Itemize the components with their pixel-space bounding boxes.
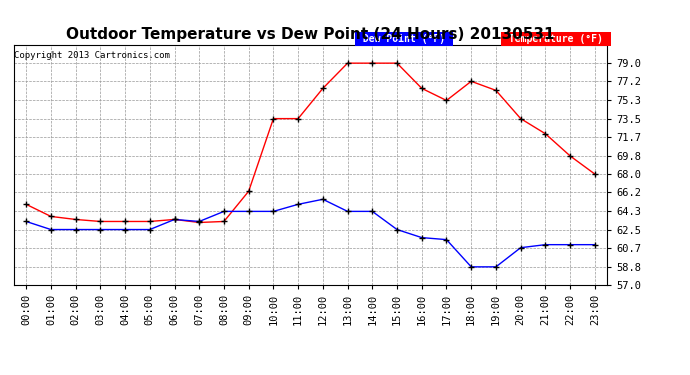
Title: Outdoor Temperature vs Dew Point (24 Hours) 20130531: Outdoor Temperature vs Dew Point (24 Hou… bbox=[66, 27, 555, 42]
Text: Dew Point (°F): Dew Point (°F) bbox=[357, 34, 451, 44]
Text: Copyright 2013 Cartronics.com: Copyright 2013 Cartronics.com bbox=[14, 51, 170, 60]
Text: Temperature (°F): Temperature (°F) bbox=[503, 34, 609, 44]
